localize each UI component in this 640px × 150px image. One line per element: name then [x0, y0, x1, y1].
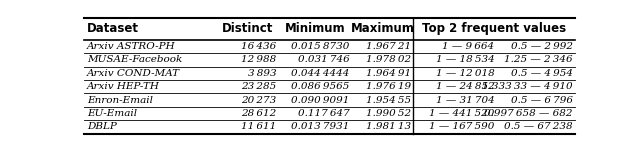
- Text: 1.333 33 — 4 910: 1.333 33 — 4 910: [482, 82, 573, 91]
- Text: 0.031 746: 0.031 746: [298, 56, 350, 64]
- Text: 28 612: 28 612: [241, 109, 276, 118]
- Text: 0.5 — 4 954: 0.5 — 4 954: [511, 69, 573, 78]
- Text: Maximum: Maximum: [351, 22, 415, 35]
- Text: 1 — 167 590: 1 — 167 590: [429, 122, 494, 131]
- Text: Dataset: Dataset: [87, 22, 139, 35]
- Text: 3 893: 3 893: [248, 69, 276, 78]
- Text: MUSAE-Facebook: MUSAE-Facebook: [87, 56, 182, 64]
- Text: 1 — 18 534: 1 — 18 534: [436, 56, 494, 64]
- Text: 1 — 9 664: 1 — 9 664: [442, 42, 494, 51]
- Text: 0.997 658 — 682: 0.997 658 — 682: [484, 109, 573, 118]
- Text: 0.090 9091: 0.090 9091: [291, 96, 350, 105]
- Text: 0.015 8730: 0.015 8730: [291, 42, 350, 51]
- Text: 0.086 9565: 0.086 9565: [291, 82, 350, 91]
- Text: 1.954 55: 1.954 55: [366, 96, 412, 105]
- Text: 1.978 02: 1.978 02: [366, 56, 412, 64]
- Text: 11 611: 11 611: [241, 122, 276, 131]
- Text: Top 2 frequent values: Top 2 frequent values: [422, 22, 566, 35]
- Text: 1.967 21: 1.967 21: [366, 42, 412, 51]
- Text: 0.013 7931: 0.013 7931: [291, 122, 350, 131]
- Text: 0.044 4444: 0.044 4444: [291, 69, 350, 78]
- Text: EU-Email: EU-Email: [87, 109, 137, 118]
- Text: Arxiv ASTRO-PH: Arxiv ASTRO-PH: [87, 42, 175, 51]
- Text: Distinct: Distinct: [222, 22, 273, 35]
- Text: 23 285: 23 285: [241, 82, 276, 91]
- Text: 1 — 441 520: 1 — 441 520: [429, 109, 494, 118]
- Text: Arxiv COND-MAT: Arxiv COND-MAT: [87, 69, 180, 78]
- Text: DBLP: DBLP: [87, 122, 117, 131]
- Text: 1 — 12 018: 1 — 12 018: [436, 69, 494, 78]
- Text: Enron-Email: Enron-Email: [87, 96, 153, 105]
- Text: 1.964 91: 1.964 91: [366, 69, 412, 78]
- Text: 16 436: 16 436: [241, 42, 276, 51]
- Text: 0.117 647: 0.117 647: [298, 109, 350, 118]
- Text: 1 — 24 852: 1 — 24 852: [436, 82, 494, 91]
- Text: 1 — 31 704: 1 — 31 704: [436, 96, 494, 105]
- Text: 1.981 13: 1.981 13: [366, 122, 412, 131]
- Text: 1.976 19: 1.976 19: [366, 82, 412, 91]
- Text: Minimum: Minimum: [285, 22, 346, 35]
- Text: Arxiv HEP-TH: Arxiv HEP-TH: [87, 82, 160, 91]
- Text: 12 988: 12 988: [241, 56, 276, 64]
- Text: 0.5 — 6 796: 0.5 — 6 796: [511, 96, 573, 105]
- Text: 0.5 — 2 992: 0.5 — 2 992: [511, 42, 573, 51]
- Text: 20 273: 20 273: [241, 96, 276, 105]
- Text: 1.990 52: 1.990 52: [366, 109, 412, 118]
- Text: 0.5 — 67 238: 0.5 — 67 238: [504, 122, 573, 131]
- Text: 1.25 — 2 346: 1.25 — 2 346: [504, 56, 573, 64]
